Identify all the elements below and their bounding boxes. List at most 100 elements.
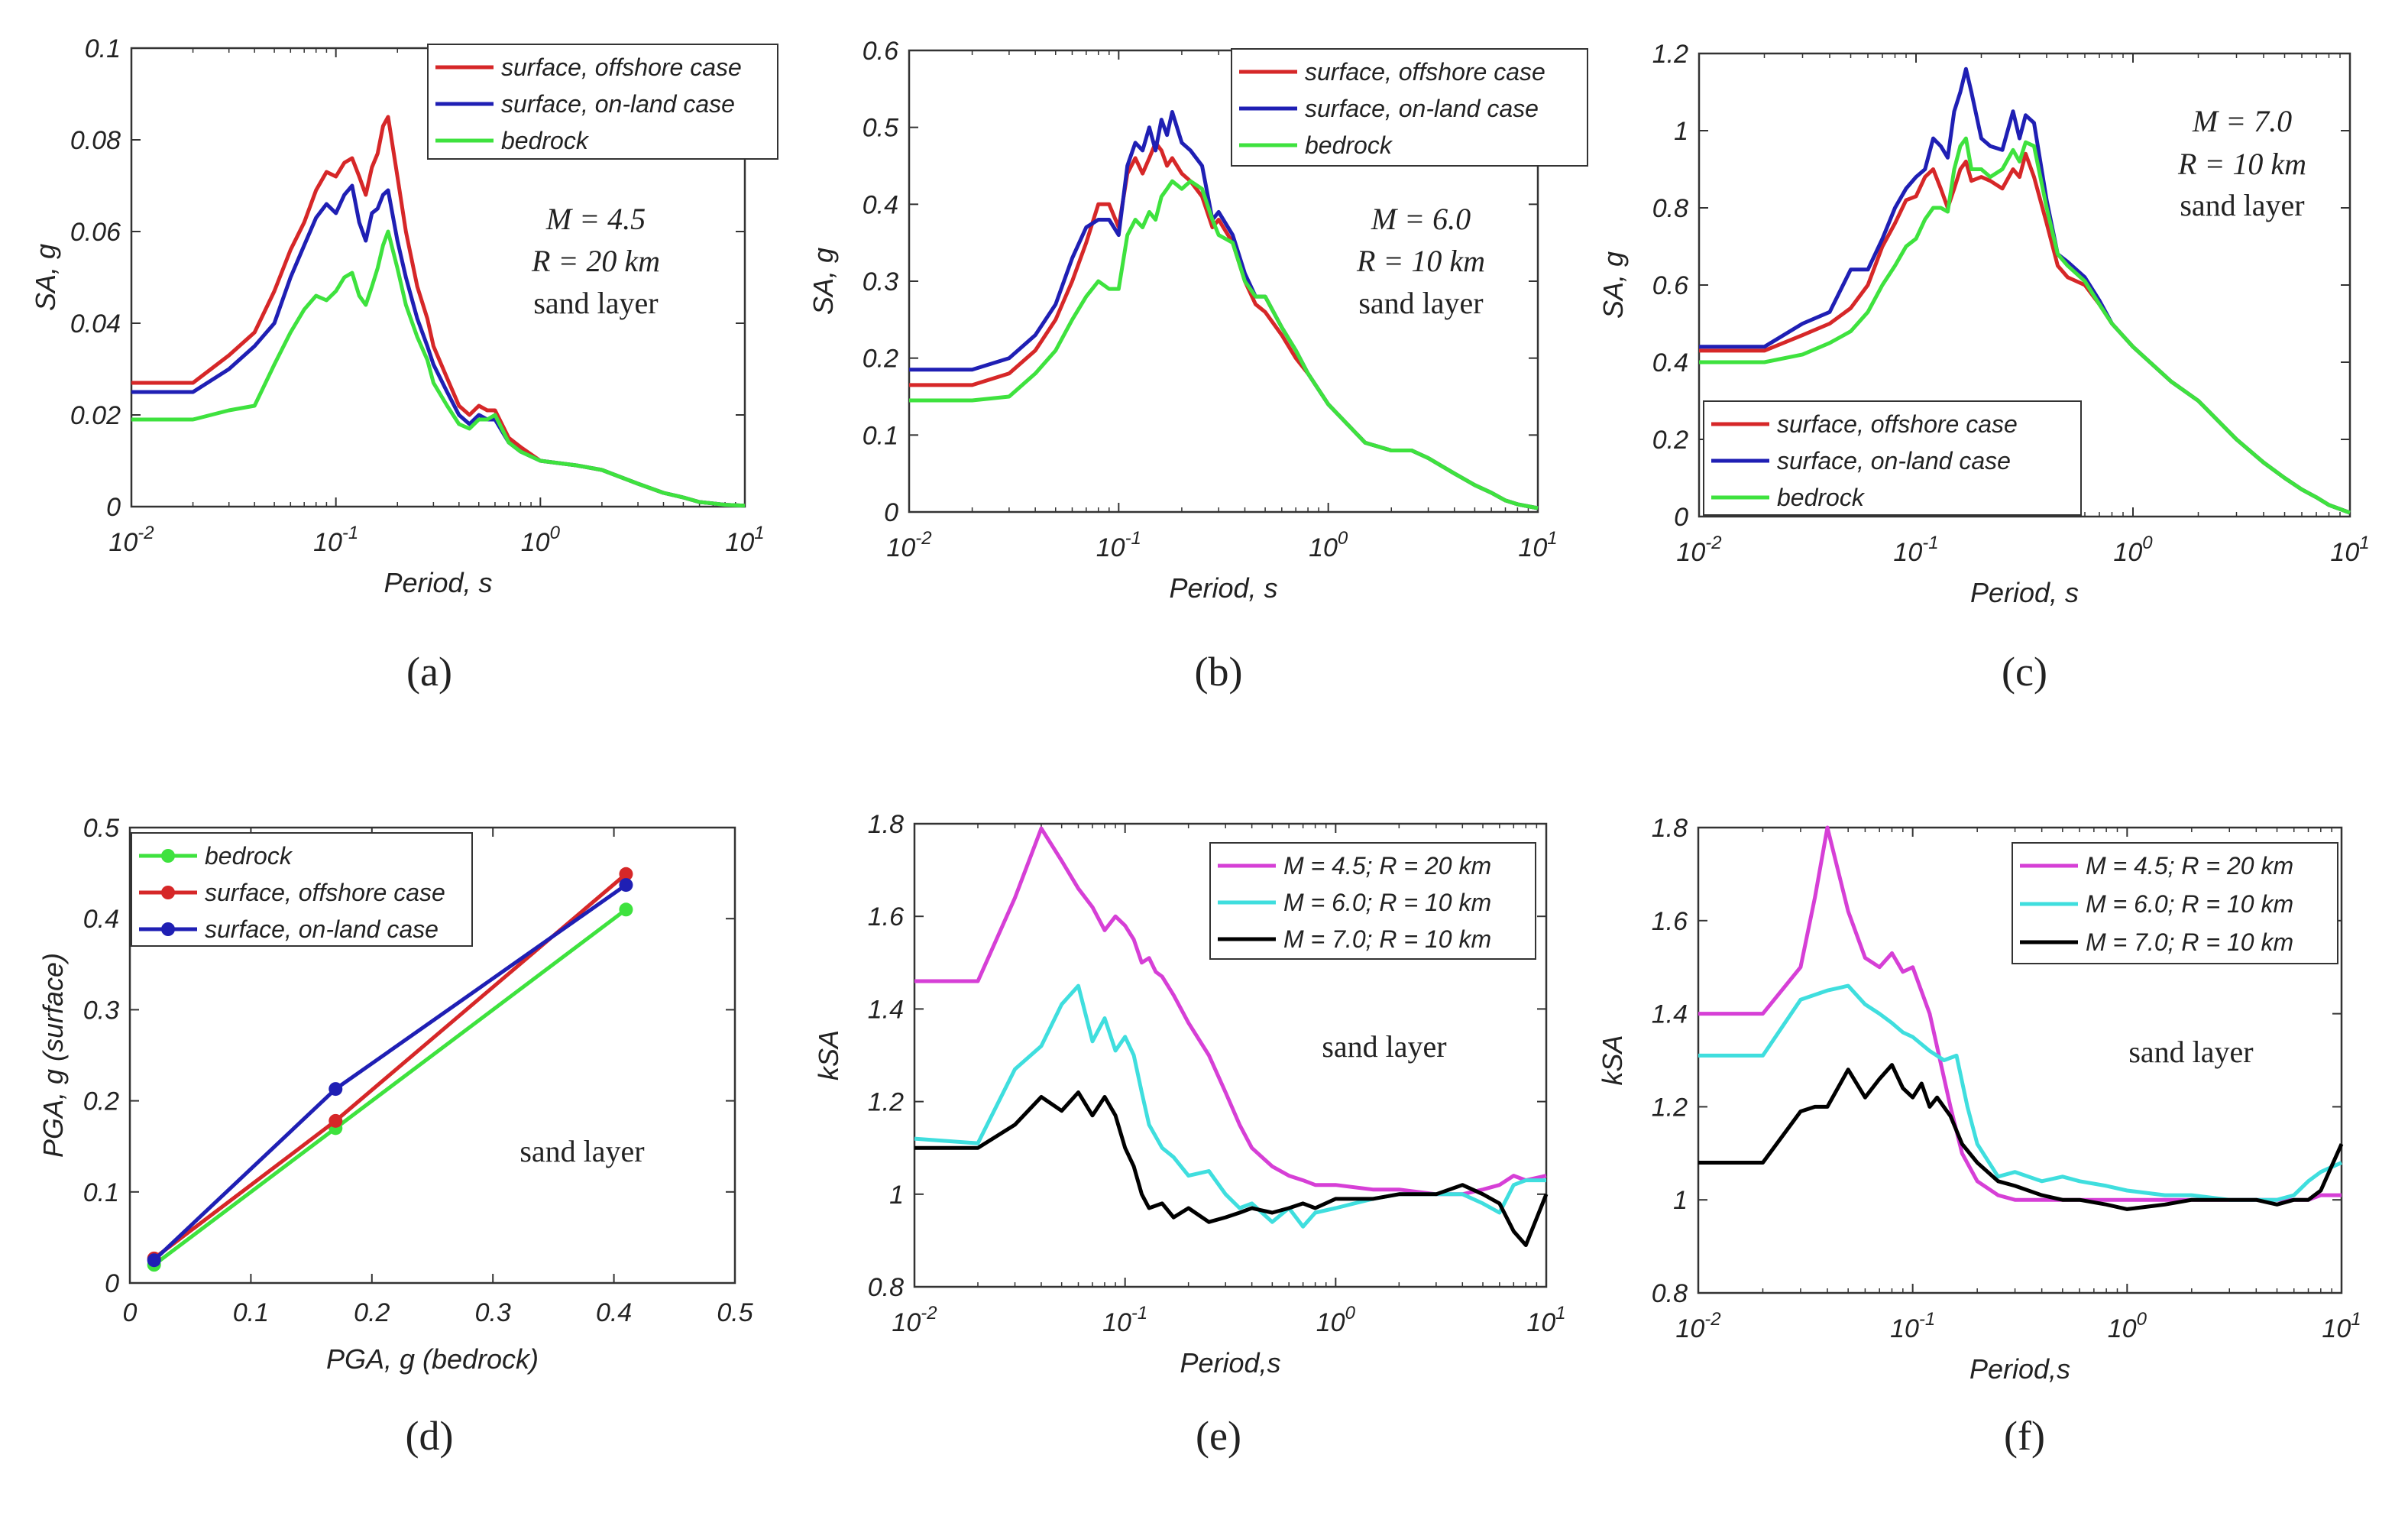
legend-label: M = 4.5; R = 20 km <box>1283 852 1491 880</box>
x-tick-label: 100 <box>2113 533 2153 567</box>
x-tick-label: 101 <box>1518 528 1557 562</box>
x-tick-label: 100 <box>521 523 561 557</box>
panel-label: (a) <box>406 649 452 695</box>
y-axis-label: kSA <box>813 1030 844 1080</box>
y-tick-label: 0 <box>105 1269 119 1298</box>
series-marker <box>329 1082 343 1097</box>
chart-a: 10-2 10-1 100 101 0 0.02 0.04 0.06 0.08 0.1 Period… <box>30 34 778 695</box>
y-tick-label: 0.6 <box>1652 271 1688 300</box>
y-tick-label: 0.1 <box>83 1178 119 1207</box>
y-tick-label: 0.4 <box>1652 348 1688 377</box>
y-tick-label: 0.2 <box>1652 426 1688 455</box>
annotation: R = 20 km <box>531 244 660 278</box>
series-marker <box>329 1113 343 1128</box>
y-tick-label: 0 <box>884 498 898 527</box>
legend-label: M = 6.0; R = 10 km <box>2086 890 2293 918</box>
x-tick-label: 10-2 <box>1676 533 1721 567</box>
chart-d: 0 0.1 0.2 0.3 0.4 0.5 0 0.1 0.2 0.3 0.4 0.5 PGA, g (… <box>37 814 753 1459</box>
chart-f: 10-2 10-1 100 101 0.8 1 1.2 1.4 1.6 1.8 Period,s kS… <box>1597 814 2361 1459</box>
x-tick-label: 0.5 <box>717 1298 752 1327</box>
x-axis-label: Period,s <box>1969 1353 2070 1385</box>
y-tick-label: 1.8 <box>868 810 904 839</box>
x-axis-label: PGA, g (bedrock) <box>326 1343 539 1375</box>
legend-label: bedrock <box>1777 484 1866 511</box>
y-tick-label: 0 <box>1674 503 1688 532</box>
annotation: sand layer <box>533 286 658 320</box>
annotation: R = 10 km <box>2177 147 2306 181</box>
y-tick-label: 1.2 <box>868 1088 904 1117</box>
legend-label: surface, on-land case <box>1777 447 2011 475</box>
legend-label: bedrock <box>205 842 293 870</box>
y-tick-label: 0.06 <box>70 218 121 247</box>
annotation: sand layer <box>519 1134 644 1168</box>
series-line <box>1699 136 2351 515</box>
series-marker <box>619 902 633 917</box>
chart-e: 10-2 10-1 100 101 0.8 1 1.2 1.4 1.6 1.8 Period,s kS… <box>813 810 1566 1459</box>
x-tick-label: 10-2 <box>892 1303 937 1337</box>
x-tick-label: 101 <box>725 523 764 557</box>
series-marker <box>619 878 633 893</box>
series-line <box>914 1090 1549 1247</box>
y-tick-label: 0.2 <box>863 345 898 374</box>
y-tick-label: 0.8 <box>1652 194 1688 223</box>
y-tick-label: 1.2 <box>1652 40 1688 69</box>
panel-label: (b) <box>1195 649 1243 695</box>
axes-frame <box>1697 826 2343 1294</box>
y-tick-label: 1.4 <box>868 995 904 1024</box>
panel-label: (f) <box>2004 1413 2045 1459</box>
chart-b: 10-2 10-1 100 101 0 0.1 0.2 0.3 0.4 0.5 0.6 Period,… <box>808 37 1588 695</box>
series-line <box>909 179 1539 510</box>
y-tick-label: 0.4 <box>83 905 119 934</box>
y-tick-label: 0.5 <box>863 114 898 143</box>
panel-label: (c) <box>2002 649 2047 695</box>
y-tick-label: 0.2 <box>83 1087 119 1116</box>
x-tick-label: 101 <box>1526 1303 1565 1337</box>
annotation: sand layer <box>1322 1029 1446 1064</box>
y-tick-label: 1.2 <box>1652 1093 1688 1122</box>
y-tick-label: 0.02 <box>70 401 121 430</box>
legend-label: M = 7.0; R = 10 km <box>1283 925 1491 953</box>
x-tick-label: 0.4 <box>596 1298 632 1327</box>
x-tick-label: 10-1 <box>1096 528 1141 562</box>
legend-label: surface, on-land case <box>205 915 439 943</box>
y-tick-label: 0 <box>106 493 121 522</box>
legend-swatch-marker <box>161 922 175 936</box>
y-tick-label: 0.8 <box>868 1273 904 1302</box>
y-tick-label: 0.3 <box>863 267 898 296</box>
x-axis-label: Period, s <box>1169 572 1277 604</box>
x-tick-label: 0.3 <box>475 1298 511 1327</box>
panel-label: (d) <box>406 1413 454 1459</box>
x-tick-label: 0.1 <box>233 1298 269 1327</box>
x-tick-label: 0.2 <box>354 1298 390 1327</box>
series-line <box>909 141 1539 510</box>
x-tick-label: 100 <box>1309 528 1348 562</box>
annotation: sand layer <box>2180 188 2304 222</box>
y-tick-label: 1.6 <box>1652 907 1688 936</box>
y-tick-label: 0.8 <box>1652 1279 1688 1308</box>
x-tick-label: 100 <box>1316 1303 1356 1337</box>
y-tick-label: 0.5 <box>83 814 119 843</box>
x-axis-label: Period, s <box>384 567 492 598</box>
annotation: R = 10 km <box>1356 244 1485 278</box>
x-tick-label: 10-2 <box>108 523 154 557</box>
legend-swatch-marker <box>161 849 175 863</box>
y-axis-label: SA, g <box>30 244 61 311</box>
y-tick-label: 0.04 <box>70 309 121 339</box>
x-tick-label: 10-1 <box>1893 533 1938 567</box>
y-tick-label: 0.3 <box>83 996 119 1025</box>
x-tick-label: 10-1 <box>1102 1303 1147 1337</box>
series-line <box>914 983 1546 1229</box>
y-tick-label: 1.4 <box>1652 1000 1688 1029</box>
series-marker <box>619 867 633 881</box>
legend-label: M = 7.0; R = 10 km <box>2086 928 2293 956</box>
x-tick-label: 101 <box>2322 1309 2361 1343</box>
series-line <box>1698 983 2343 1202</box>
legend-label: surface, offshore case <box>205 879 445 906</box>
y-axis-label: kSA <box>1597 1035 1628 1085</box>
x-tick-label: 10-1 <box>313 523 358 557</box>
annotation: M = 7.0 <box>2192 104 2292 138</box>
series-line <box>131 183 746 508</box>
x-tick-label: 10-1 <box>1890 1309 1935 1343</box>
annotation: M = 6.0 <box>1371 202 1471 236</box>
